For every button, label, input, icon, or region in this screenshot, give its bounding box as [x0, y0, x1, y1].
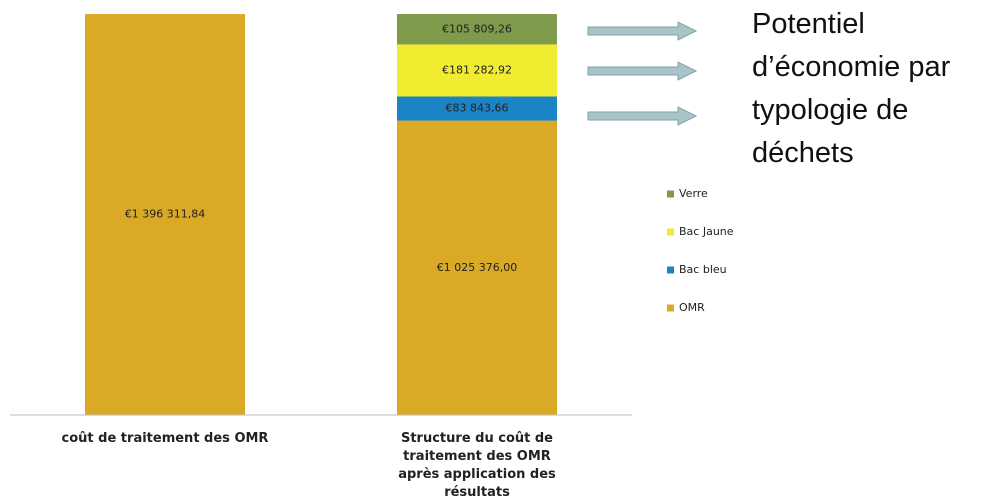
legend-label: Bac bleu [679, 263, 727, 276]
x-tick-label: coût de traitement des OMR [61, 431, 269, 446]
annotation: Potentiel d’économie par typologie de dé… [752, 8, 951, 169]
bar-segment [397, 44, 557, 97]
legend-swatch [667, 266, 674, 274]
arrow [587, 106, 698, 126]
value-label: €1 396 311,84 [125, 208, 205, 221]
bar-segment [397, 120, 557, 415]
value-label: €1 025 376,00 [437, 261, 517, 274]
bar-segment [397, 14, 557, 45]
legend-label: Bac Jaune [679, 225, 734, 238]
legend-label: Verre [679, 187, 708, 200]
arrow [587, 61, 698, 81]
bar-segment [397, 96, 557, 121]
arrow [587, 21, 698, 41]
chart: €1 396 311,84 €1 025 376,00 €83 843,66 €181… [10, 14, 734, 416]
x-tick-label: Structure du coût de traitement des OMR … [398, 431, 556, 500]
legend-swatch [667, 228, 674, 236]
legend-swatch [667, 190, 674, 198]
value-label: €105 809,26 [442, 22, 512, 35]
bar-segment [85, 14, 245, 416]
value-label: €181 282,92 [442, 63, 512, 76]
page: €1 396 311,84 €1 025 376,00 €83 843,66 €181… [10, 8, 951, 500]
value-label: €83 843,66 [446, 102, 509, 115]
arrows [587, 21, 698, 126]
legend-label: OMR [679, 301, 705, 314]
legend-swatch [667, 304, 674, 312]
